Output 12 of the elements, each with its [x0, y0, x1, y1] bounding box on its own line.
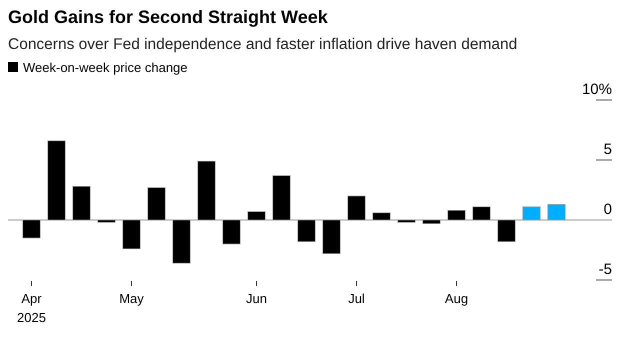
x-tick-label: May — [119, 291, 144, 306]
chart-title: Gold Gains for Second Straight Week — [8, 7, 329, 27]
y-tick-label: 5 — [604, 141, 612, 158]
legend-label: Week-on-week price change — [23, 60, 188, 75]
y-tick-label: 0 — [604, 201, 612, 218]
y-tick-label: -5 — [598, 261, 612, 278]
x-tick-label: Jul — [348, 291, 365, 306]
x-tick-label: Apr 2025 — [17, 291, 46, 325]
x-tick-label: Jun — [246, 291, 267, 306]
chart-subtitle: Concerns over Fed independence and faster inflation drive haven demand — [8, 36, 518, 53]
y-tick-label: 10% — [582, 81, 612, 98]
x-tick-label: Aug — [444, 291, 468, 306]
